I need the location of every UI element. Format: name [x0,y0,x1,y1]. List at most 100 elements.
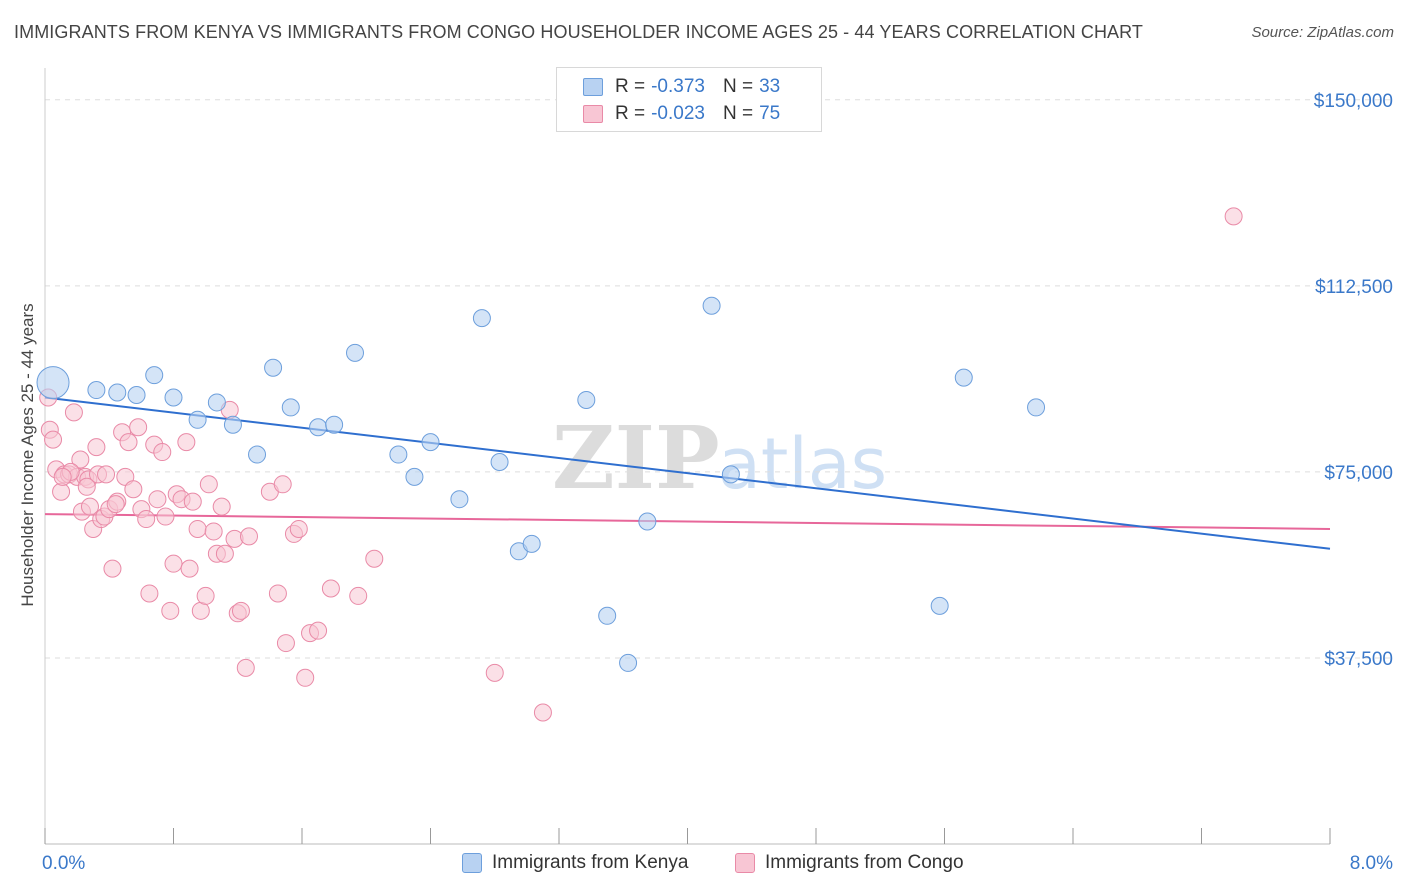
congo-point [53,467,72,486]
y-tick-labels: $37,500 $75,000 $112,500 $150,000 [1314,91,1393,670]
congo-point [196,586,215,605]
legend-kenya-n: 33 [759,76,781,97]
kenya-point [522,534,541,553]
congo-point [309,621,328,640]
x-tick-label: 0.0% [42,853,85,874]
kenya-point [309,418,328,437]
congo-swatch [583,105,603,123]
congo-point [321,579,340,598]
congo-point [129,418,148,437]
y-tick-label: $112,500 [1315,277,1393,298]
congo-legend-swatch [735,853,755,873]
kenya-point [281,398,300,417]
kenya-point [145,366,164,385]
congo-point [140,584,159,603]
congo-point [212,497,231,516]
kenya-point [450,490,469,509]
congo-point [276,634,295,653]
watermark-atlas: atlas [718,423,887,505]
kenya-point [108,383,127,402]
congo-point [148,490,167,509]
congo-point [215,544,234,563]
kenya-point [421,433,440,452]
congo-point [124,480,143,499]
x-tick-label: 8.0% [1350,853,1393,874]
congo-point [44,430,63,449]
congo-point [1224,207,1243,226]
kenya-point [87,381,106,400]
kenya-points [36,296,1046,672]
kenya-swatch [583,78,603,96]
congo-point [177,433,196,452]
bottom-legend-congo: Immigrants from Congo [735,852,964,874]
kenya-point [389,445,408,464]
legend-n-label: N = [722,76,754,97]
legend-row-kenya: R = -0.373 N = 33 [583,75,798,99]
congo-point [180,559,199,578]
y-axis-label: Householder Income Ages 25 - 44 years [18,303,37,607]
kenya-point [598,606,617,625]
kenya-point [325,415,344,434]
kenya-point [954,368,973,387]
congo-point [289,519,308,538]
kenya-point [721,465,740,484]
congo-point [52,482,71,501]
trend-lines [44,396,1331,550]
congo-point [183,492,202,511]
kenya-point [619,653,638,672]
congo-point [188,519,207,538]
legend-congo-r: -0.023 [651,103,705,124]
chart-title: IMMIGRANTS FROM KENYA VS IMMIGRANTS FROM… [14,22,1144,42]
congo-point [349,586,368,605]
kenya-point [207,393,226,412]
bottom-legend-kenya: Immigrants from Kenya [462,852,688,874]
legend-kenya-r: -0.373 [651,76,705,97]
kenya-legend-swatch [462,853,482,873]
kenya-point [472,309,491,328]
kenya-point [346,343,365,362]
kenya-point [1027,398,1046,417]
kenya-point [36,366,70,400]
kenya-point [405,467,424,486]
legend-row-congo: R = -0.023 N = 75 [583,102,798,126]
kenya-point [264,358,283,377]
congo-point [87,438,106,457]
legend-r-label: R = [615,76,646,97]
y-tick-label: $75,000 [1324,463,1393,484]
kenya-point [638,512,657,531]
kenya-trend-line [44,396,1331,550]
y-tick-label: $37,500 [1324,649,1393,670]
congo-point [156,507,175,526]
congo-point [191,601,210,620]
congo-point [239,527,258,546]
zipatlas-watermark: ZIP atlas [552,408,887,509]
kenya-point [702,296,721,315]
legend-r-label: R = [615,103,646,124]
congo-point [80,497,99,516]
kenya-point [577,390,596,409]
watermark-zip: ZIP [552,408,720,509]
kenya-point [127,386,146,405]
congo-point [268,584,287,603]
kenya-point [248,445,267,464]
congo-point [71,450,90,469]
kenya-point [930,596,949,615]
kenya-legend-label: Immigrants from Kenya [492,852,689,873]
kenya-point [164,388,183,407]
congo-point [153,443,172,462]
kenya-point [490,452,509,471]
congo-point [77,477,96,496]
congo-point [236,658,255,677]
congo-point [97,465,116,484]
legend-congo-n: 75 [759,103,781,124]
source-credit: Source: ZipAtlas.com [1251,24,1394,41]
congo-point [137,510,156,529]
congo-point [161,601,180,620]
kenya-point [188,410,207,429]
gridlines [45,99,1390,659]
congo-point [64,403,83,422]
y-tick-label: $150,000 [1314,91,1393,112]
congo-trend-line [44,513,1331,530]
congo-point [119,433,138,452]
